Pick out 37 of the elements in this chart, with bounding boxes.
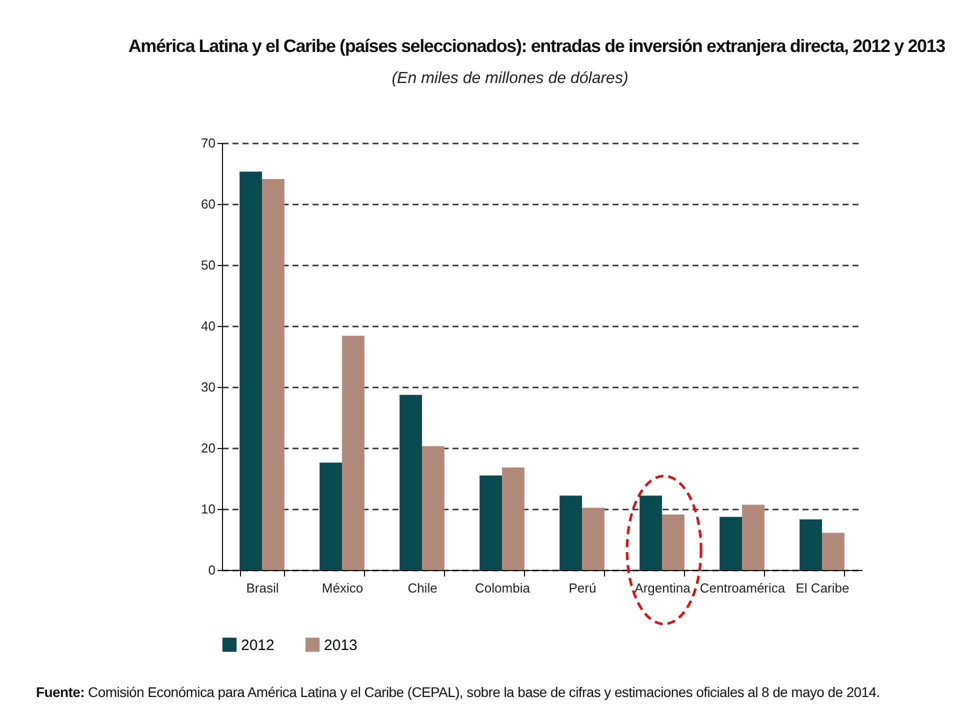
legend-label: 2012 bbox=[241, 636, 274, 654]
bar bbox=[582, 508, 604, 570]
x-tick-label: Colombia bbox=[475, 580, 531, 596]
x-tick-label: Centroamérica bbox=[700, 580, 786, 596]
bar bbox=[320, 462, 342, 570]
y-tick-label: 70 bbox=[201, 136, 216, 150]
y-tick-label: 40 bbox=[201, 318, 216, 334]
x-tick-label: México bbox=[322, 580, 364, 596]
y-tick-label: 10 bbox=[201, 502, 216, 516]
y-tick-label: 30 bbox=[201, 380, 216, 394]
legend-label: 2013 bbox=[324, 636, 358, 654]
bar bbox=[422, 446, 444, 570]
x-tick-label: El Caribe bbox=[796, 580, 850, 596]
bar bbox=[262, 178, 284, 570]
bar bbox=[800, 519, 822, 570]
y-tick-label: 60 bbox=[201, 196, 216, 212]
x-tick-label: Brasil bbox=[246, 580, 279, 596]
y-tick-label: 0 bbox=[208, 562, 216, 578]
x-tick-label: Perú bbox=[568, 580, 596, 596]
chart-title: América Latina y el Caribe (países seleccionados): entradas de inversión extranjera directa, 2012 y 2013 bbox=[127, 36, 945, 57]
x-tick-label: Argentina bbox=[634, 580, 692, 596]
bar bbox=[480, 475, 502, 570]
bar bbox=[240, 172, 262, 570]
bar bbox=[662, 514, 684, 570]
chart-subtitle: (En miles de millones de dólares) bbox=[390, 70, 630, 88]
bar bbox=[560, 496, 582, 570]
bar bbox=[640, 496, 662, 570]
y-tick-label: 50 bbox=[201, 258, 216, 272]
bar bbox=[342, 336, 364, 570]
bar bbox=[822, 532, 844, 570]
bar bbox=[400, 394, 422, 570]
x-tick-label: Chile bbox=[408, 580, 438, 596]
bar bbox=[502, 468, 524, 570]
y-tick-label: 20 bbox=[201, 440, 216, 456]
bar bbox=[720, 516, 742, 570]
source-note: Fuente: Comisión Económica para América Latina y el Caribe (CEPAL), sobre la base de cifras y estimaciones oficiales al 8 de mayo de 2014. bbox=[36, 684, 880, 700]
bar bbox=[742, 504, 764, 570]
